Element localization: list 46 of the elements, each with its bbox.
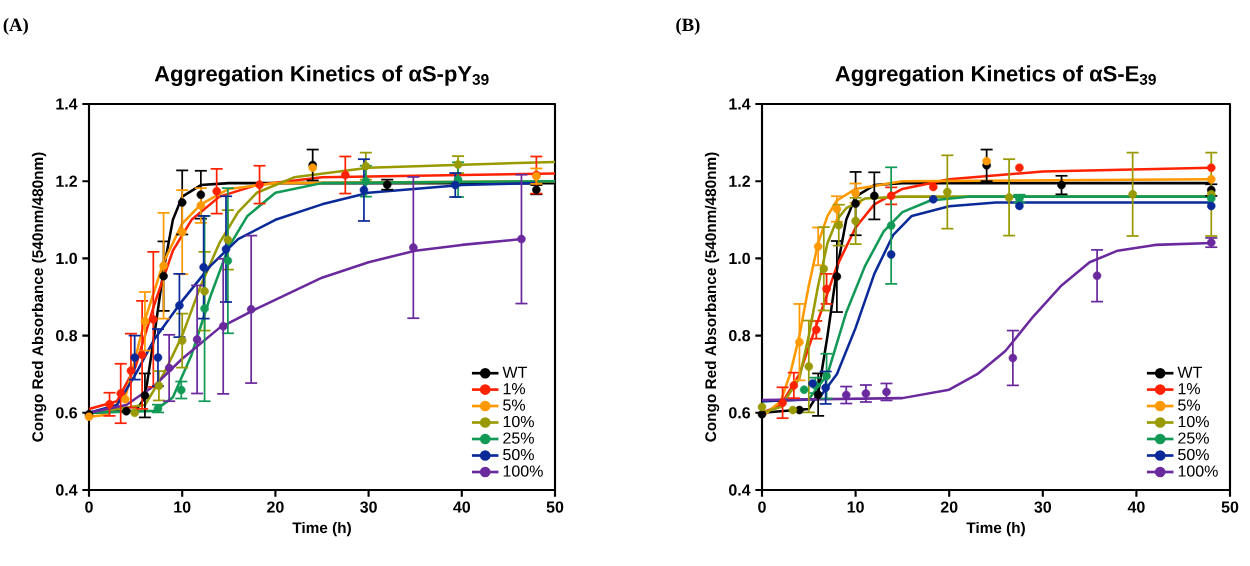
x-axis-title: Time (h): [966, 521, 1025, 537]
legend-label: 100%: [503, 465, 543, 477]
y-tick-label: 0.6: [56, 407, 78, 419]
legend-label: 25%: [503, 432, 534, 444]
x-tick-label: 20: [940, 501, 958, 513]
y-tick-label: 0.4: [729, 484, 751, 496]
legend-label: 10%: [503, 415, 534, 428]
legend-label: WT: [502, 366, 527, 378]
legend-label: 1%: [503, 383, 526, 395]
x-tick-label: 50: [1221, 501, 1239, 513]
y-tick-label: 0.6: [729, 407, 751, 419]
legend-label: 10%: [1178, 415, 1209, 428]
legend-label: 50%: [1178, 448, 1209, 461]
x-tick-label: 10: [847, 501, 864, 513]
x-tick-label: 50: [546, 501, 564, 513]
legend-label: 1%: [1178, 383, 1201, 395]
text: (B): [676, 17, 700, 35]
x-tick-label: 20: [267, 501, 284, 513]
x-tick-label: 40: [453, 501, 471, 513]
y-tick-label: 1.2: [729, 175, 750, 187]
legend-label: 5%: [1178, 399, 1201, 411]
y-axis-title: Congo Red Absorbance (540nm/480nm): [31, 152, 47, 442]
chart-title: Aggregation Kinetics of αS-pY$_{39}$: [154, 65, 489, 86]
x-tick-label: 0: [758, 501, 766, 513]
x-tick-label: 10: [174, 501, 191, 513]
text: (A): [3, 17, 28, 35]
y-tick-label: 0.8: [56, 329, 78, 342]
y-tick-label: 0.4: [56, 484, 78, 496]
x-tick-label: 40: [1127, 501, 1145, 513]
y-tick-label: 1.4: [729, 98, 751, 110]
y-tick-label: 1.4: [56, 98, 78, 110]
legend-label: 5%: [503, 399, 526, 411]
x-tick-label: 0: [85, 501, 93, 513]
legend-label: WT: [1177, 366, 1202, 378]
y-axis-title: Congo Red Absorbance (540nm/480nm): [704, 152, 720, 442]
y-tick-label: 1.2: [56, 175, 77, 187]
x-axis-title: Time (h): [292, 521, 351, 537]
y-tick-label: 1.0: [729, 252, 750, 265]
chart-title: Aggregation Kinetics of αS-E$_{39}$: [835, 65, 1156, 86]
legend-label: 25%: [1178, 432, 1209, 444]
y-tick-label: 1.0: [56, 252, 77, 265]
x-tick-label: 30: [360, 501, 377, 513]
x-tick-label: 30: [1034, 501, 1052, 513]
legend-label: 100%: [1178, 465, 1218, 477]
legend-label: 50%: [503, 448, 534, 461]
y-tick-label: 0.8: [729, 329, 751, 342]
